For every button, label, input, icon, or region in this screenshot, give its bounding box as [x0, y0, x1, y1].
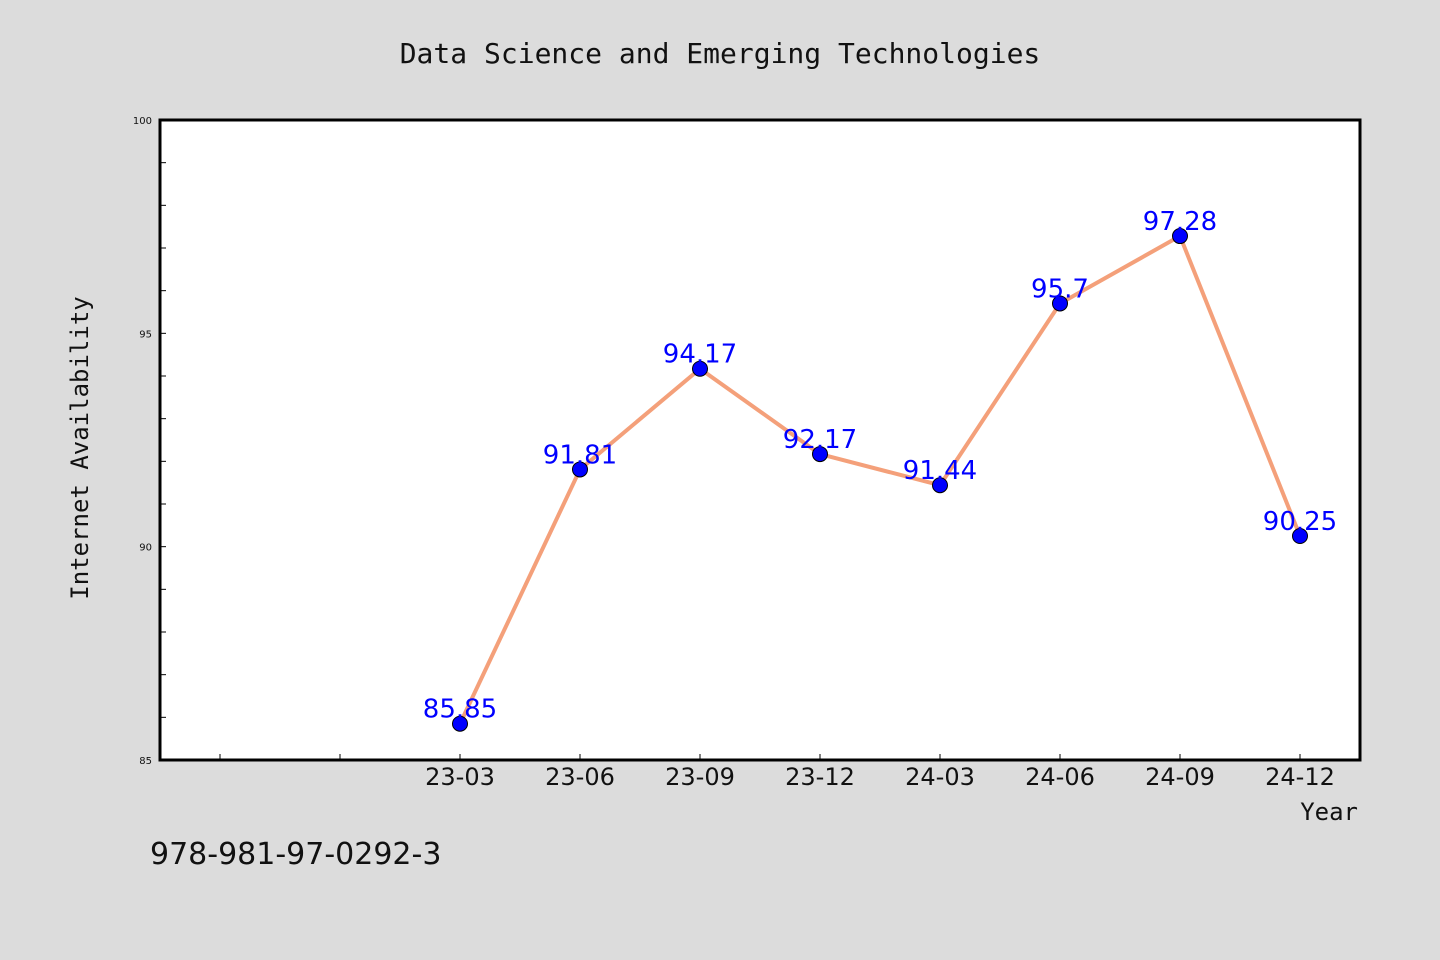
data-label: 94.17 [663, 340, 737, 370]
data-label: 91.81 [543, 440, 617, 470]
x-tick-label: 24-12 [1265, 763, 1335, 791]
isbn-text: 978-981-97-0292-3 [150, 837, 441, 872]
y-axis-label: Internet Availability [66, 296, 94, 599]
data-point [692, 360, 708, 377]
x-tick-label: 24-06 [1025, 763, 1095, 791]
x-tick-label: 23-12 [785, 763, 855, 791]
plot-area [160, 120, 1360, 760]
x-tick-label: 23-06 [545, 763, 615, 791]
data-point [1172, 228, 1188, 245]
y-tick-label: 95 [139, 329, 152, 340]
data-label: 90.25 [1263, 507, 1337, 537]
y-tick-label: 90 [139, 543, 152, 554]
data-label: 85.85 [423, 695, 497, 725]
data-label: 97.28 [1143, 207, 1217, 237]
data-label: 92.17 [783, 425, 857, 455]
data-point [1292, 528, 1308, 544]
data-point [932, 477, 948, 494]
data-point [572, 461, 588, 478]
data-point [452, 715, 468, 732]
chart-title: Data Science and Emerging Technologies [400, 37, 1041, 70]
data-point [812, 446, 828, 463]
y-tick-label: 85 [139, 756, 152, 767]
series-layer: 85.85 91.81 94.17 92.17 91.44 95.7 97.28 90.25 [423, 207, 1337, 732]
data-point [1052, 295, 1068, 312]
data-label: 91.44 [903, 456, 977, 486]
x-tick-label: 24-03 [905, 763, 975, 791]
data-label: 95.7 [1031, 274, 1089, 304]
x-tick-label: 23-03 [425, 763, 495, 791]
x-tick-label: 23-09 [665, 763, 735, 791]
plot-frame [158, 118, 1362, 762]
x-axis-label: Year [1300, 798, 1358, 826]
x-tick-label: 24-09 [1145, 763, 1215, 791]
series-line [458, 234, 1302, 725]
axis-ticks: 85 90 95 100 23-03 23-06 23-09 23-12 24-03 24-06 2… [133, 116, 1335, 791]
y-tick-label: 100 [133, 116, 152, 127]
